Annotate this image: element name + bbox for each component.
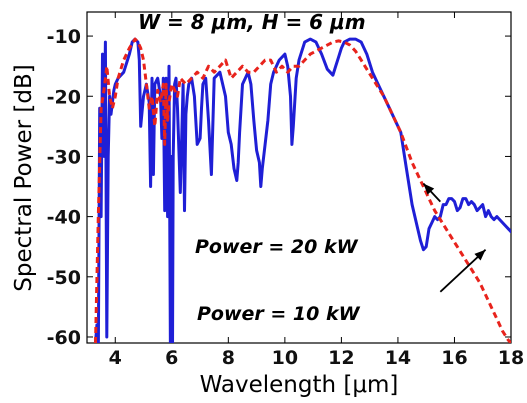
- y-tick-label: -20: [47, 86, 81, 108]
- x-tick-label: 8: [222, 347, 235, 369]
- x-tick-label: 4: [109, 347, 122, 369]
- annotation-arrowhead-1: [423, 183, 435, 195]
- x-tick-label: 14: [385, 347, 411, 369]
- y-tick-label: -40: [47, 207, 81, 229]
- annotation-label-1: Power = 20 kW: [195, 236, 359, 258]
- x-axis-title: Wavelength [μm]: [200, 372, 399, 398]
- x-tick-label: 12: [328, 347, 354, 369]
- x-tick-label: 6: [165, 347, 178, 369]
- y-tick-label: -60: [47, 327, 81, 349]
- y-tick-label: -50: [47, 267, 81, 289]
- series-line-2: [94, 37, 511, 343]
- y-tick-label: -30: [47, 146, 81, 168]
- y-tick-labels: -10 -20 -30 -40 -50 -60: [47, 26, 81, 349]
- annotation-layer: Power = 20 kW Power = 10 kW: [195, 182, 487, 325]
- axis-ticks: [87, 12, 512, 343]
- annotation-label-2: Power = 10 kW: [197, 303, 361, 325]
- series-layer: [94, 37, 511, 343]
- y-tick-label: -10: [47, 26, 81, 48]
- y-axis-title: Spectral Power [dB]: [11, 64, 37, 291]
- plot-frame: [86, 11, 512, 344]
- x-tick-label: 16: [441, 347, 467, 369]
- x-tick-label: 10: [272, 347, 298, 369]
- x-tick-label: 18: [498, 347, 524, 369]
- annotation-arrowhead-2: [474, 249, 486, 261]
- x-tick-labels: 4 6 8 10 12 14 16 18: [109, 347, 525, 369]
- chart-title: W = 8 μm, H = 6 μm: [138, 10, 366, 34]
